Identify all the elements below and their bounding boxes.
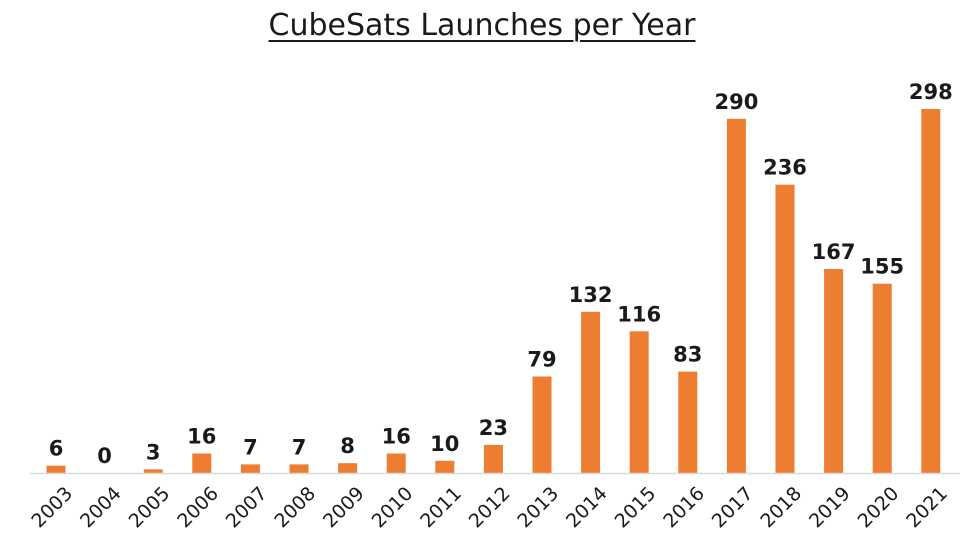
bar-2010	[386, 453, 406, 473]
x-tick-label-2010: 2010	[368, 483, 418, 533]
value-label-2018: 236	[763, 156, 807, 180]
bar-2007	[240, 464, 260, 473]
bar-2003	[46, 465, 66, 473]
x-tick-label-2007: 2007	[222, 483, 272, 533]
bar-2005	[143, 469, 163, 473]
x-tick-label-2011: 2011	[416, 483, 466, 533]
value-label-2011: 10	[430, 432, 459, 456]
value-label-2007: 7	[243, 435, 258, 459]
x-tick-label-2020: 2020	[854, 483, 904, 533]
value-label-2013: 79	[527, 348, 556, 372]
x-tick-label-2019: 2019	[805, 483, 855, 533]
x-tick-label-2021: 2021	[902, 483, 952, 533]
bar-2012	[483, 444, 503, 473]
bar-2008	[289, 464, 309, 473]
value-label-2014: 132	[569, 283, 613, 307]
bar-2006	[192, 453, 212, 473]
x-tick-label-2014: 2014	[562, 483, 612, 533]
bar-2011	[435, 460, 455, 473]
bar-2013	[532, 376, 552, 473]
x-tick-label-2016: 2016	[659, 483, 709, 533]
value-label-2020: 155	[860, 255, 904, 279]
value-label-2008: 7	[292, 435, 307, 459]
x-tick-label-2018: 2018	[756, 483, 806, 533]
x-tick-label-2004: 2004	[76, 483, 126, 533]
x-tick-label-2015: 2015	[611, 483, 661, 533]
value-label-2017: 290	[714, 90, 758, 114]
bar-2018	[775, 184, 795, 473]
x-tick-label-2005: 2005	[125, 483, 175, 533]
value-label-2005: 3	[146, 440, 161, 464]
bars-group	[46, 109, 941, 474]
bar-2017	[726, 118, 746, 474]
value-label-2016: 83	[673, 343, 702, 367]
x-tick-label-2006: 2006	[173, 483, 223, 533]
value-label-2012: 23	[479, 416, 508, 440]
x-tick-label-2009: 2009	[319, 483, 369, 533]
bar-2016	[678, 371, 698, 473]
bar-2014	[581, 311, 601, 473]
bar-2019	[824, 269, 844, 473]
x-tick-label-2008: 2008	[270, 483, 320, 533]
value-label-2021: 298	[909, 80, 953, 104]
value-label-2006: 16	[187, 425, 216, 449]
value-label-2004: 0	[97, 444, 112, 468]
value-label-2019: 167	[812, 240, 856, 264]
bar-2020	[872, 283, 892, 473]
x-tick-label-2017: 2017	[708, 483, 758, 533]
x-tick-label-2012: 2012	[465, 483, 515, 533]
x-tick-labels-group: 2003200420052006200720082009201020112012…	[27, 483, 952, 533]
value-label-2003: 6	[49, 437, 64, 461]
value-label-2015: 116	[617, 302, 661, 326]
chart-title: CubeSats Launches per Year	[268, 8, 696, 43]
bar-2015	[629, 331, 649, 473]
x-tick-label-2013: 2013	[513, 483, 563, 533]
x-tick-label-2003: 2003	[27, 483, 77, 533]
bar-2021	[921, 109, 941, 473]
value-label-2009: 8	[340, 434, 355, 458]
value-label-2010: 16	[382, 425, 411, 449]
bar-2009	[338, 463, 358, 473]
